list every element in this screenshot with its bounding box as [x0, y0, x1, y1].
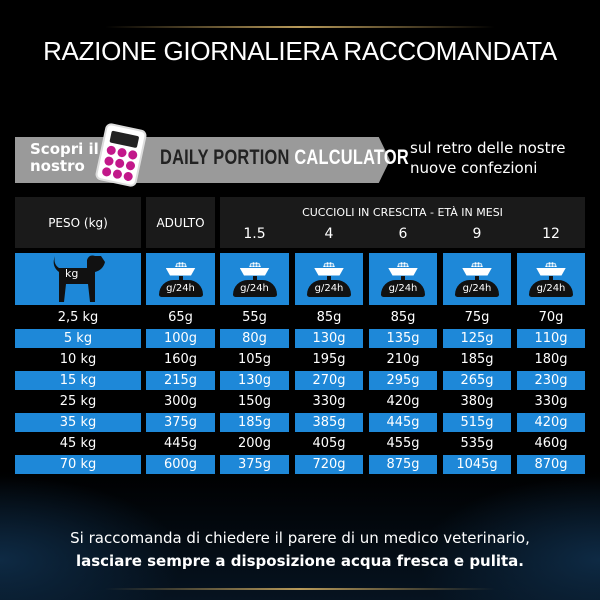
header-cuccioli: CUCCIOLI IN CRESCITA - ETÀ IN MESI [220, 197, 585, 248]
banner-retro-text: sul retro delle nostre nuove confezioni [410, 139, 566, 177]
header-month-3: 9 [472, 226, 482, 242]
table-cell: 85g [390, 310, 416, 325]
table-cell: 270g [295, 371, 363, 390]
table-cell: 380g [460, 394, 494, 409]
bowl-scale-cell: g/24h [220, 253, 289, 305]
table-cell: 445g [163, 436, 198, 451]
table-cell: 420g [386, 394, 420, 409]
table-cell: 2,5 kg [57, 310, 99, 325]
table-cell: 150g [237, 394, 272, 409]
table-cell: 35 kg [15, 413, 141, 432]
table-cell: 15 kg [15, 371, 141, 390]
food-bowl-scale-icon: g/24h [529, 261, 573, 297]
table-cell: 55g [242, 310, 267, 325]
table-cell: 330g [534, 394, 568, 409]
table-cell: 125g [443, 329, 511, 348]
table-cell: 75g [464, 310, 490, 325]
food-bowl-scale-icon: g/24h [381, 261, 425, 297]
header-month-2: 6 [398, 226, 408, 242]
table-cell: 720g [295, 455, 363, 474]
top-gold-line [105, 26, 495, 28]
footer-note: Si raccomanda di chiedere il parere di u… [0, 527, 600, 573]
table-cell: 80g [220, 329, 289, 348]
page-title: RAZIONE GIORNALIERA RACCOMANDATA [43, 36, 557, 66]
table-cell: 460g [534, 436, 568, 451]
table-cell: 10 kg [59, 352, 97, 367]
unit-label: g/24h [158, 279, 203, 297]
dpc-part2: CALCULATOR [294, 146, 409, 169]
bowl-scale-cell: g/24h [369, 253, 437, 305]
header-peso: PESO (kg) [15, 197, 141, 248]
table-cell: 180g [534, 352, 568, 367]
dpc-part1: DAILY PORTION [160, 146, 290, 169]
unit-label: g/24h [232, 279, 277, 297]
table-cell: 295g [369, 371, 437, 390]
table-cell: 385g [295, 413, 363, 432]
table-cell: 265g [443, 371, 511, 390]
table-cell: 420g [517, 413, 585, 432]
table-cell: 200g [237, 436, 272, 451]
unit-label: g/24h [455, 279, 499, 297]
calculator-banner [15, 137, 390, 183]
table-cell: 185g [460, 352, 494, 367]
table-cell: 195g [312, 352, 346, 367]
table-cell: 185g [220, 413, 289, 432]
table-cell: 70g [538, 310, 564, 325]
unit-label: g/24h [381, 279, 425, 297]
table-cell: 70 kg [15, 455, 141, 474]
table-cell: 65g [168, 310, 193, 325]
table-cell: 130g [220, 371, 289, 390]
table-cell: 100g [146, 329, 215, 348]
table-cell: 405g [312, 436, 346, 451]
bottom-gold-line [105, 588, 495, 590]
food-bowl-scale-icon: g/24h [455, 261, 499, 297]
banner-scopri-text: Scopri il nostro [30, 140, 99, 175]
table-cell: 375g [146, 413, 215, 432]
header-cuccioli-label: CUCCIOLI IN CRESCITA - ETÀ IN MESI [302, 206, 503, 219]
table-cell: 230g [517, 371, 585, 390]
bowl-scale-cell: g/24h [295, 253, 363, 305]
table-cell: 105g [237, 352, 272, 367]
table-cell: 5 kg [15, 329, 141, 348]
table-cell: 85g [316, 310, 342, 325]
table-cell: 45 kg [59, 436, 97, 451]
food-bowl-scale-icon: g/24h [232, 261, 277, 297]
dog-kg-label: kg [65, 267, 79, 280]
table-cell: 160g [163, 352, 198, 367]
bowl-scale-cell: g/24h [443, 253, 511, 305]
table-cell: 110g [517, 329, 585, 348]
header-adulto: ADULTO [146, 197, 215, 248]
footer-line2: lasciare sempre a disposizione acqua fre… [75, 552, 525, 570]
table-cell: 375g [220, 455, 289, 474]
dog-icon [53, 255, 105, 302]
table-cell: 25 kg [59, 394, 97, 409]
table-cell: 130g [295, 329, 363, 348]
header-month-0: 1.5 [243, 226, 266, 242]
dog-icon-cell: kg [15, 253, 141, 305]
table-cell: 515g [443, 413, 511, 432]
table-cell: 300g [163, 394, 198, 409]
table-cell: 535g [460, 436, 494, 451]
header-month-4: 12 [542, 226, 560, 242]
food-bowl-scale-icon: g/24h [307, 261, 351, 297]
table-cell: 445g [369, 413, 437, 432]
bowl-scale-cell: g/24h [146, 253, 215, 305]
table-cell: 600g [146, 455, 215, 474]
table-cell: 215g [146, 371, 215, 390]
table-cell: 1045g [443, 455, 511, 474]
food-bowl-scale-icon: g/24h [158, 261, 203, 297]
table-cell: 135g [369, 329, 437, 348]
table-cell: 210g [386, 352, 420, 367]
table-cell: 330g [312, 394, 346, 409]
table-cell: 870g [517, 455, 585, 474]
daily-portion-calculator-label: DAILY PORTION CALCULATOR [160, 146, 409, 170]
unit-label: g/24h [529, 279, 573, 297]
table-cell: 455g [386, 436, 420, 451]
bowl-scale-cell: g/24h [517, 253, 585, 305]
header-month-1: 4 [324, 226, 334, 242]
unit-label: g/24h [307, 279, 351, 297]
footer-line1: Si raccomanda di chiedere il parere di u… [70, 529, 530, 547]
table-cell: 875g [369, 455, 437, 474]
